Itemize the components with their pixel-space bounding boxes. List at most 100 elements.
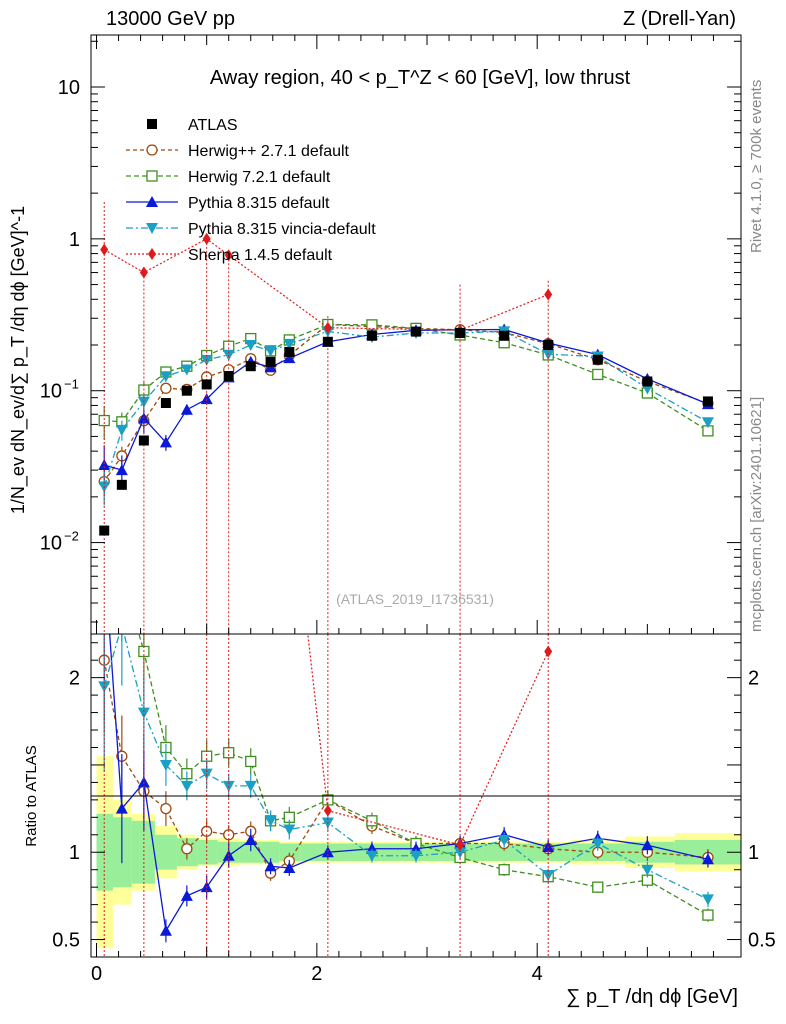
side-label-bottom: mcplots.cern.ch [arXiv:2401.10621] [748, 397, 765, 632]
legend-label: Herwig++ 2.7.1 default [188, 143, 350, 160]
legend-entry: Herwig 7.2.1 default [126, 169, 331, 186]
data-point [200, 393, 213, 405]
ratio-point [244, 834, 257, 846]
y-tick-label: 1 [69, 229, 80, 251]
ratio-point [592, 881, 604, 893]
y-tick-label-exponent: −1 [64, 377, 79, 392]
data-point [544, 288, 553, 301]
data-point [139, 266, 148, 279]
ratio-point [283, 861, 296, 873]
ratio-point [498, 864, 510, 876]
ratio-point [702, 909, 714, 921]
ratio-point [365, 850, 378, 862]
atlas-data-point [499, 330, 510, 341]
data-point [264, 345, 277, 357]
atlas-data-point [284, 346, 295, 357]
ratio-y-axis-label: Ratio to ATLAS [23, 745, 40, 846]
data-point [98, 414, 110, 427]
ratio-point [701, 853, 714, 865]
y-tick-label-exponent: −2 [64, 529, 79, 544]
legend-label: Pythia 8.315 default [188, 195, 330, 212]
atlas-data-point [702, 396, 713, 407]
ratio-line [109, 634, 709, 933]
ratio-point [245, 755, 257, 768]
ratio-point [181, 843, 193, 855]
ratio-point [244, 780, 257, 792]
analysis-watermark: (ATLAS_2019_I1736531) [336, 591, 494, 607]
band-stat [279, 843, 301, 861]
x-tick-label: 2 [311, 963, 322, 985]
data-point [115, 424, 128, 436]
data-point [244, 339, 257, 351]
ratio-point [591, 838, 604, 850]
ratio-plot-series [98, 620, 714, 957]
ratio-point [223, 747, 235, 759]
series-1-main [98, 318, 714, 440]
data-point [159, 371, 172, 383]
band-stat [261, 841, 280, 863]
data-point [160, 382, 172, 394]
legend-marker [146, 170, 158, 182]
side-label-top: Rivet 4.1.0, ≥ 700k events [748, 80, 765, 253]
ratio-line [307, 634, 549, 846]
legend-label: Pythia 8.315 vincia-default [188, 221, 376, 238]
legend-label: Herwig 7.2.1 default [188, 169, 331, 186]
ratio-uncertainty-bands [96, 756, 741, 949]
atlas-data-point [543, 340, 554, 351]
legend-entry: ATLAS [147, 117, 238, 134]
series-line [104, 323, 709, 432]
data-point [224, 249, 233, 262]
ratio-point [366, 815, 378, 827]
ratio-point [454, 847, 467, 859]
atlas-data-point [265, 356, 276, 367]
legend-marker [146, 144, 158, 156]
ratio-point [159, 759, 172, 771]
main-plot-series [98, 201, 714, 634]
atlas-data-point [138, 435, 149, 446]
atlas-data-point [322, 336, 333, 347]
x-axis-label: ∑ p_T /dη dϕ [GeV] [566, 986, 738, 1008]
ratio-tick-label: 1 [69, 842, 80, 864]
ratio-point [137, 707, 150, 719]
legend-marker [146, 196, 158, 207]
atlas-data-point [160, 398, 171, 409]
header-left: 13000 GeV pp [106, 8, 235, 30]
series-line [103, 330, 709, 487]
ratio-point [115, 802, 128, 814]
data-point [100, 243, 109, 256]
ratio-point [180, 780, 193, 792]
data-point [283, 352, 296, 364]
legend-marker [146, 223, 158, 234]
ratio-point [137, 776, 150, 788]
data-point [701, 417, 714, 429]
x-tick-label: 0 [91, 963, 102, 985]
band-stat [197, 840, 218, 865]
ratio-point [283, 824, 296, 836]
data-point [159, 436, 172, 448]
legend-marker [147, 119, 157, 129]
ratio-point [641, 864, 654, 876]
data-point [115, 464, 128, 476]
y-tick-label: 10 [40, 381, 62, 403]
y-tick-label: 10 [58, 77, 80, 99]
ratio-point [116, 620, 128, 631]
ratio-point [159, 924, 172, 936]
ratio-tick-label: 2 [69, 668, 80, 690]
data-point [592, 368, 604, 381]
band-stat [482, 843, 527, 861]
ratio-point [264, 815, 277, 827]
data-point [323, 321, 332, 334]
ratio-point [641, 839, 654, 851]
atlas-data-point [592, 354, 603, 365]
legend-label: ATLAS [188, 117, 238, 134]
ratio-tick-label-right: 0.5 [748, 930, 776, 952]
atlas-data-point [116, 479, 127, 490]
series-line [103, 323, 709, 482]
legend-entry: Pythia 8.315 default [126, 195, 330, 212]
atlas-data-point [411, 326, 421, 337]
band-stat [154, 834, 177, 870]
atlas-data-point [642, 376, 653, 387]
data-point [98, 459, 111, 471]
